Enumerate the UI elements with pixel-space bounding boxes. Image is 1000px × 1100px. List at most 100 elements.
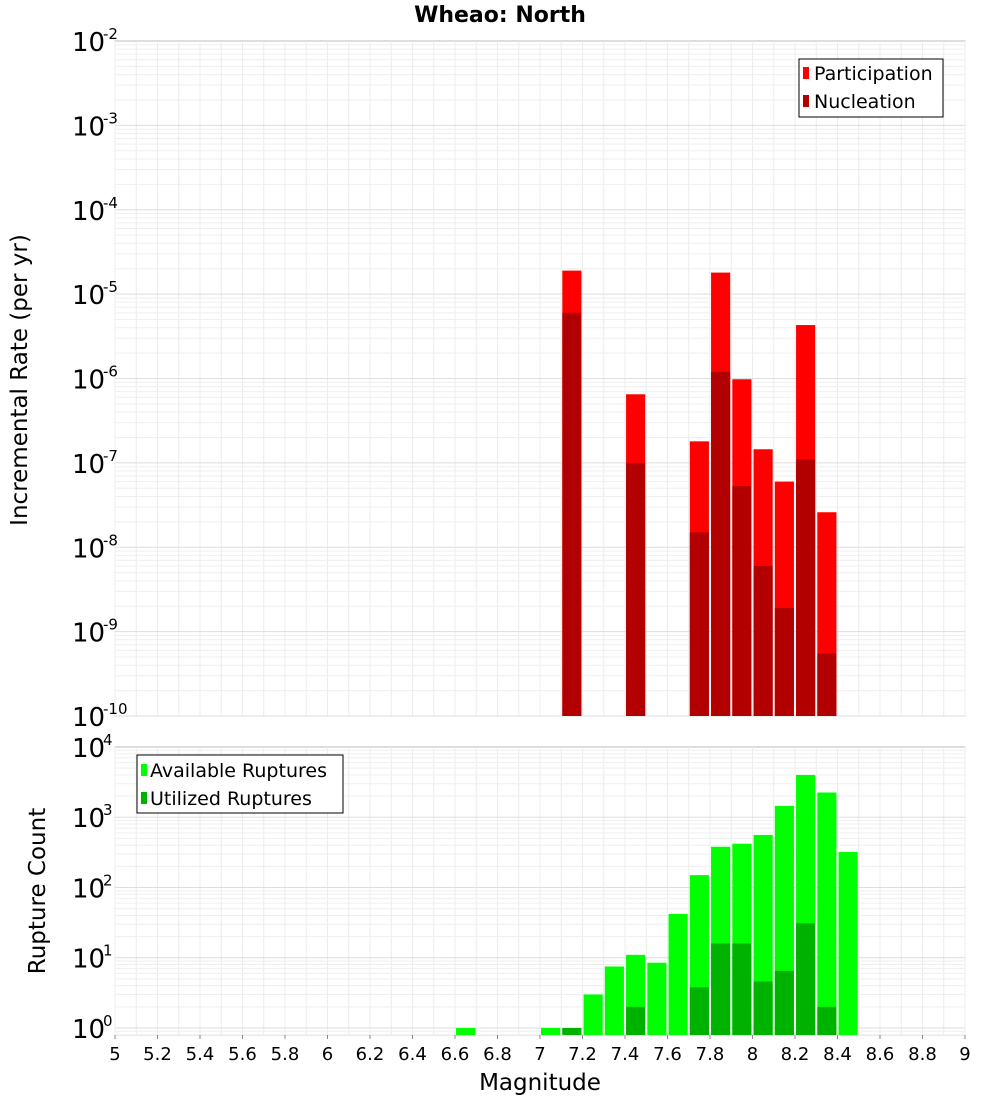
count-y-tick-exponent: 3 — [103, 801, 113, 819]
rate-y-axis-label: Incremental Rate (per yr) — [7, 234, 33, 526]
count-y-tick-label: 10 — [72, 1015, 105, 1045]
x-tick-label: 5 — [109, 1044, 120, 1065]
rate-y-tick-exponent: -3 — [103, 109, 118, 127]
count-bars — [456, 774, 858, 1035]
x-axis-label: Magnitude — [479, 1070, 601, 1096]
rate-y-tick-label: 10 — [72, 534, 105, 564]
rate-legend-box — [798, 58, 944, 118]
legend-swatch-nucleation — [803, 95, 809, 107]
x-tick-label: 9 — [959, 1044, 970, 1065]
count-bar-series2 — [711, 943, 731, 1035]
x-tick-label: 5.2 — [143, 1044, 172, 1065]
count-bar-series2 — [562, 1027, 582, 1035]
rate-bar-series2 — [796, 459, 816, 716]
legend-label-nucleation: Nucleation — [814, 91, 916, 113]
legend-swatch-available — [141, 764, 147, 776]
count-y-tick-exponent: 2 — [103, 871, 113, 889]
rate-bar-series2 — [774, 608, 794, 716]
rate-grid — [114, 41, 966, 717]
count-bar-series1 — [647, 962, 667, 1035]
rate-y-tick-exponent: -7 — [103, 447, 118, 465]
rate-y-tick-label: 10 — [72, 703, 105, 733]
count-bar-series1 — [583, 994, 603, 1035]
rate-y-tick-exponent: -6 — [103, 363, 118, 381]
count-bar-series1 — [541, 1027, 561, 1035]
count-y-tick-exponent: 0 — [103, 1012, 113, 1030]
count-y-tick-label: 10 — [72, 874, 105, 904]
x-tick-label: 6 — [322, 1044, 333, 1065]
rate-bar-series2 — [817, 653, 837, 716]
x-tick-label: 6.2 — [356, 1044, 385, 1065]
x-tick-label: 7.8 — [696, 1044, 725, 1065]
x-tick-label: 8 — [747, 1044, 758, 1065]
count-bar-series1 — [604, 966, 624, 1035]
rate-y-tick-label: 10 — [72, 366, 105, 396]
count-bar-series1 — [456, 1027, 476, 1035]
count-y-tick-exponent: 1 — [103, 942, 113, 960]
count-y-tick-label: 10 — [72, 945, 105, 975]
x-tick-label: 5.4 — [186, 1044, 215, 1065]
count-bar-series1 — [817, 792, 837, 1035]
count-y-axis-label: Rupture Count — [25, 808, 51, 974]
count-y-tick-label: 10 — [72, 804, 105, 834]
rate-bars — [562, 270, 837, 716]
count-bar-series2 — [689, 987, 709, 1035]
x-tick-label: 6.6 — [441, 1044, 470, 1065]
x-tick-label: 8.6 — [866, 1044, 895, 1065]
legend-label-available: Available Ruptures — [150, 760, 327, 782]
legend-swatch-utilized — [141, 792, 147, 804]
rate-y-tick-label: 10 — [72, 450, 105, 480]
rate-y-ticks: 10-210-310-410-510-610-710-810-910-10 — [72, 25, 128, 733]
chart-title: Wheao: North — [414, 3, 586, 28]
rate-y-tick-label: 10 — [72, 112, 105, 142]
rate-legend: Participation Nucleation — [798, 58, 944, 118]
count-legend-box — [136, 754, 344, 814]
rate-y-tick-label: 10 — [72, 28, 105, 58]
x-tick-label: 6.8 — [483, 1044, 512, 1065]
x-tick-label: 5.8 — [271, 1044, 300, 1065]
count-y-tick-exponent: 4 — [103, 731, 113, 749]
rate-y-tick-exponent: -5 — [103, 278, 118, 296]
rate-bar-series2 — [562, 312, 582, 716]
rate-y-tick-exponent: -10 — [103, 700, 128, 718]
x-tick-label: 5.6 — [228, 1044, 257, 1065]
rate-y-tick-exponent: -8 — [103, 531, 118, 549]
rate-y-tick-exponent: -2 — [103, 25, 118, 43]
count-bar-series2 — [796, 923, 816, 1035]
x-tick-label: 7.2 — [568, 1044, 597, 1065]
rate-y-tick-exponent: -4 — [103, 194, 118, 212]
x-tick-label: 6.4 — [398, 1044, 427, 1065]
x-tick-label: 8.4 — [823, 1044, 852, 1065]
rate-bar-series2 — [753, 565, 773, 716]
count-bar-series2 — [626, 1006, 646, 1035]
legend-label-participation: Participation — [814, 63, 933, 85]
count-bar-series1 — [838, 852, 858, 1035]
count-bar-series2 — [732, 943, 752, 1035]
count-y-tick-label: 10 — [72, 734, 105, 764]
rate-y-tick-label: 10 — [72, 619, 105, 649]
rate-y-tick-label: 10 — [72, 281, 105, 311]
x-tick-label: 7.4 — [611, 1044, 640, 1065]
rate-bar-series2 — [732, 486, 752, 716]
count-bar-series1 — [668, 913, 688, 1035]
x-tick-label: 7.6 — [653, 1044, 682, 1065]
rate-y-tick-exponent: -9 — [103, 616, 118, 634]
rate-y-tick-label: 10 — [72, 197, 105, 227]
x-tick-label: 8.2 — [781, 1044, 810, 1065]
rate-bar-series2 — [689, 532, 709, 716]
magnitude-x-ticks: 5 5.2 5.4 5.6 5.8 6 6.2 6.4 6.6 6.8 7 7.2 7.4 7.6 7.8 8… — [109, 1035, 971, 1065]
rate-bar-series2 — [626, 462, 646, 716]
x-tick-label: 8.8 — [908, 1044, 937, 1065]
count-bar-series2 — [753, 981, 773, 1035]
count-legend: Available Ruptures Utilized Ruptures — [136, 754, 344, 814]
count-bar-series2 — [774, 970, 794, 1035]
x-tick-label: 7 — [534, 1044, 545, 1065]
count-bar-series2 — [817, 1006, 837, 1035]
rate-bar-series2 — [711, 371, 731, 716]
legend-label-utilized: Utilized Ruptures — [150, 788, 312, 810]
legend-swatch-participation — [803, 67, 809, 79]
rate-panel: 10-210-310-410-510-610-710-810-910-10 In… — [7, 25, 966, 733]
